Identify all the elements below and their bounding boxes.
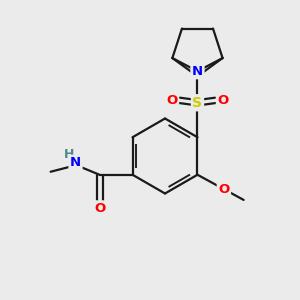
Text: O: O — [218, 94, 229, 107]
Text: N: N — [70, 156, 81, 169]
Text: N: N — [192, 65, 203, 78]
Text: O: O — [218, 183, 230, 196]
Text: O: O — [167, 94, 178, 107]
Text: O: O — [94, 202, 105, 215]
Text: H: H — [63, 148, 74, 161]
Text: S: S — [193, 96, 202, 110]
